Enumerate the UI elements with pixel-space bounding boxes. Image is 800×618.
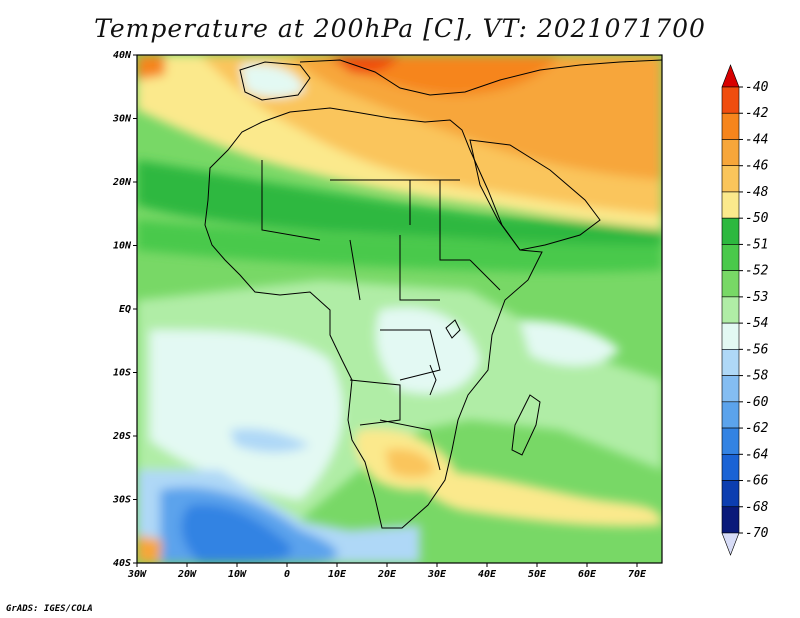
axis-ticks [133,54,638,567]
colorbar-swatch [721,270,740,298]
colorbar-label: -70 [745,526,769,541]
colorbar-swatch [721,401,740,429]
map-title: Temperature at 200hPa [C], VT: 202107170… [94,14,706,43]
lon-label: 30E [427,569,447,580]
colorbar-swatch [721,296,740,324]
colorbar-swatch [721,244,740,271]
lon-label: 0 [284,569,290,580]
lat-label: 20S [112,431,131,442]
lon-label: 70E [628,569,647,580]
colorbar-label: -44 [745,132,768,147]
coastlines [204,59,662,529]
colorbar-swatch [721,112,740,140]
lat-label: 10N [113,241,132,252]
lon-label: 10E [328,569,347,580]
lon-label: 20W [177,569,197,580]
colorbar-label: -46 [745,159,769,174]
temperature-field [137,55,662,563]
lat-label: EQ [119,304,131,315]
colorbar-top-arrow [721,64,740,88]
longitude-labels: 30W 20W 10W 0 10E 20E 30E 40E 50E 60E 70E [127,569,647,580]
colorbar [721,64,740,556]
colorbar-swatch [721,427,740,455]
colorbar-label: -60 [745,395,769,410]
colorbar-label: -56 [745,342,769,357]
colorbar-swatch [721,86,740,114]
colorbar-label: -58 [745,369,769,384]
colorbar-label: -52 [745,264,769,279]
latitude-labels: 40N 30N 20N 10N EQ 10S 20S 30S 40S [112,50,132,569]
colorbar-labels: -40 -42 -44 -46 -48 -50 -51 -52 -53 -54 -56 -58 -60 -… [739,80,769,541]
lon-label: 40E [478,569,497,580]
colorbar-swatch [721,349,740,376]
colorbar-swatch [721,375,740,403]
colorbar-swatch [721,480,740,508]
colorbar-label: -48 [745,185,769,200]
colorbar-label: -64 [745,447,768,462]
colorbar-label: -50 [745,211,769,226]
colorbar-swatch [721,453,740,481]
lon-label: 50E [528,569,547,580]
colorbar-swatch [721,322,740,350]
lon-label: 10W [228,569,247,580]
lat-label: 40N [113,50,132,61]
lon-label: 30W [127,569,147,580]
colorbar-label: -51 [745,237,768,252]
colorbar-bottom-arrow [721,532,740,556]
lat-label: 30N [112,114,132,125]
lat-label: 10S [113,368,131,379]
lon-label: 20E [377,569,397,580]
colorbar-label: -54 [745,316,768,331]
lat-label: 20N [112,177,132,188]
lon-label: 60E [578,569,597,580]
lat-label: 30S [112,495,131,506]
colorbar-swatch [721,217,740,245]
colorbar-label: -62 [745,421,769,436]
colorbar-swatch [721,165,740,193]
colorbar-swatch [721,191,740,219]
grads-credit: GrADS: IGES/COLA [6,604,93,614]
colorbar-label: -68 [745,500,769,515]
colorbar-label: -42 [745,106,769,121]
colorbar-label: -40 [745,80,769,95]
colorbar-swatch [721,139,740,167]
lat-label: 40S [113,558,131,569]
colorbar-label: -53 [745,290,768,305]
colorbar-label: -66 [745,474,769,489]
colorbar-swatch [721,506,740,534]
